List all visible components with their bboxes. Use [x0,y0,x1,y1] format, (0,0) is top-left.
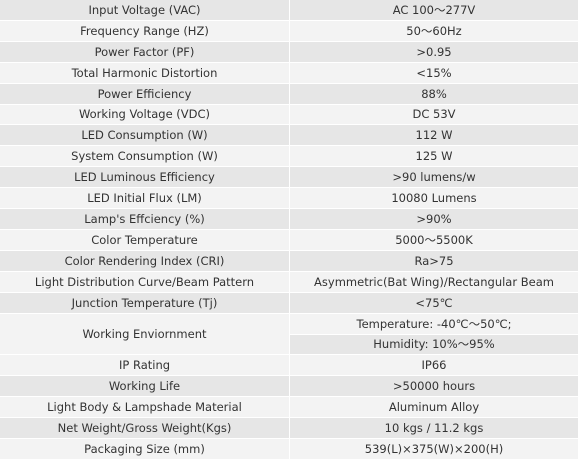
row-label: Light Distribution Curve/Beam Pattern [0,271,290,293]
row-label: Color Rendering Index (CRI) [0,250,290,272]
row-value: AC 100～277V [290,0,579,21]
row-label: Working Enviornment [0,313,290,356]
row-value: 50～60Hz [290,20,579,42]
row-label: LED Consumption (W) [0,125,290,147]
row-value: >50000 hours [290,376,579,398]
row-value: 10 kgs / 11.2 kgs [290,418,579,440]
row-value: >0.95 [290,41,579,63]
row-value: 539(L)×375(W)×200(H) [290,439,579,460]
row-value: 125 W [290,146,579,168]
row-value: Aluminum Alloy [290,397,579,419]
row-value: Temperature: -40℃～50℃; [290,313,579,335]
row-label: LED Initial Flux (LM) [0,188,290,210]
row-label: Power Efficiency [0,83,290,105]
row-value: <15% [290,62,579,84]
row-label: IP Rating [0,355,290,377]
row-label: Junction Temperature (Tj) [0,292,290,314]
row-value: 112 W [290,125,579,147]
row-label: Color Temperature [0,230,290,251]
row-value: >90 lumens/w [290,167,579,189]
row-value: Ra>75 [290,250,579,272]
row-label: Working Life [0,376,290,398]
row-value: Humidity: 10%～95% [290,334,579,356]
row-value: DC 53V [290,104,579,126]
row-value: IP66 [290,355,579,377]
row-label: Frequency Range (HZ) [0,20,290,42]
row-label: Light Body & Lampshade Material [0,397,290,419]
row-label: Lamp's Effciency (%) [0,209,290,230]
row-label: Working Voltage (VDC) [0,104,290,126]
row-label: Packaging Size (mm) [0,439,290,460]
row-label: Input Voltage (VAC) [0,0,290,21]
row-label: LED Luminous Efficiency [0,167,290,189]
row-value: >90% [290,209,579,230]
row-label: Net Weight/Gross Weight(Kgs) [0,418,290,440]
row-label: Total Harmonic Distortion [0,62,290,84]
row-value: Asymmetric(Bat Wing)/Rectangular Beam [290,271,579,293]
row-value: <75℃ [290,292,579,314]
row-value: 5000～5500K [290,230,579,251]
row-value: 10080 Lumens [290,188,579,210]
row-label: System Consumption (W) [0,146,290,168]
row-label: Power Factor (PF) [0,41,290,63]
row-value: 88% [290,83,579,105]
